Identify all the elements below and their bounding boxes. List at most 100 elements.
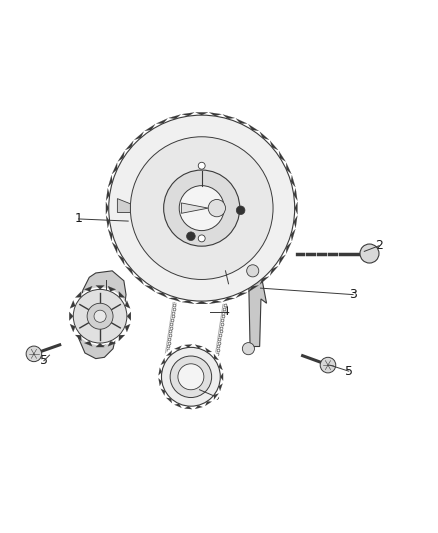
Polygon shape (75, 292, 81, 297)
Polygon shape (112, 242, 117, 254)
Circle shape (247, 265, 259, 277)
Text: 1: 1 (74, 213, 82, 225)
Polygon shape (184, 406, 192, 409)
Polygon shape (108, 341, 116, 346)
Polygon shape (78, 271, 126, 359)
Polygon shape (169, 115, 181, 119)
Polygon shape (270, 266, 278, 276)
Polygon shape (248, 124, 259, 131)
Circle shape (208, 199, 226, 217)
Circle shape (109, 115, 295, 301)
Polygon shape (125, 141, 134, 150)
Polygon shape (214, 354, 219, 360)
Polygon shape (174, 346, 181, 350)
Polygon shape (184, 344, 192, 348)
Polygon shape (156, 118, 168, 124)
Circle shape (236, 206, 245, 215)
Circle shape (98, 337, 106, 345)
Polygon shape (219, 362, 223, 370)
Polygon shape (270, 141, 278, 150)
Polygon shape (260, 277, 269, 285)
Polygon shape (70, 324, 75, 332)
Polygon shape (75, 335, 81, 341)
Circle shape (164, 170, 240, 246)
Polygon shape (96, 285, 104, 289)
Polygon shape (220, 373, 223, 381)
Polygon shape (159, 368, 162, 375)
Polygon shape (106, 188, 110, 200)
Text: 5: 5 (40, 354, 48, 367)
Polygon shape (294, 215, 297, 228)
Circle shape (179, 185, 224, 231)
Polygon shape (182, 112, 194, 116)
Circle shape (187, 232, 195, 240)
Polygon shape (294, 188, 297, 200)
Polygon shape (248, 285, 259, 292)
Polygon shape (125, 301, 130, 309)
Polygon shape (134, 277, 144, 285)
Polygon shape (166, 398, 172, 403)
Polygon shape (125, 324, 130, 332)
Polygon shape (108, 229, 113, 241)
Polygon shape (108, 286, 116, 292)
Polygon shape (236, 293, 247, 298)
Polygon shape (156, 293, 168, 298)
Polygon shape (181, 203, 208, 213)
Polygon shape (134, 132, 144, 140)
Text: 4: 4 (222, 305, 230, 318)
Polygon shape (214, 393, 219, 400)
Polygon shape (145, 285, 155, 292)
Text: 6: 6 (211, 390, 219, 403)
Circle shape (198, 162, 205, 169)
Polygon shape (205, 401, 212, 406)
Circle shape (103, 110, 300, 306)
Polygon shape (96, 343, 104, 347)
Polygon shape (106, 215, 110, 228)
Polygon shape (84, 286, 92, 292)
Polygon shape (291, 229, 295, 241)
Polygon shape (236, 118, 247, 124)
Text: 3: 3 (349, 288, 357, 301)
Circle shape (198, 235, 205, 242)
Circle shape (242, 343, 254, 355)
Polygon shape (223, 297, 235, 302)
Polygon shape (244, 266, 267, 351)
Circle shape (162, 348, 220, 406)
Circle shape (87, 303, 113, 329)
Polygon shape (117, 199, 131, 213)
Text: 5: 5 (345, 365, 353, 378)
Circle shape (94, 310, 106, 322)
Circle shape (178, 364, 204, 390)
Polygon shape (145, 124, 155, 131)
Polygon shape (223, 115, 235, 119)
Polygon shape (69, 312, 73, 320)
Polygon shape (119, 292, 125, 297)
Polygon shape (209, 300, 222, 304)
Polygon shape (195, 301, 208, 304)
Polygon shape (279, 255, 286, 265)
Polygon shape (119, 335, 125, 341)
Polygon shape (70, 301, 75, 309)
Text: 7: 7 (102, 274, 110, 287)
Polygon shape (127, 312, 131, 320)
Polygon shape (195, 405, 202, 409)
Polygon shape (108, 175, 113, 187)
Circle shape (170, 356, 212, 398)
Text: 2: 2 (375, 239, 383, 252)
Polygon shape (182, 300, 194, 304)
Polygon shape (286, 163, 291, 174)
Circle shape (71, 287, 129, 345)
Polygon shape (291, 175, 295, 187)
Polygon shape (125, 266, 134, 276)
Circle shape (26, 346, 42, 361)
Polygon shape (159, 378, 162, 386)
Polygon shape (219, 384, 223, 391)
Polygon shape (118, 151, 124, 161)
Polygon shape (286, 242, 291, 254)
Polygon shape (260, 132, 269, 140)
Polygon shape (169, 297, 181, 302)
Polygon shape (279, 151, 286, 161)
Polygon shape (161, 358, 165, 365)
Polygon shape (161, 389, 165, 395)
Polygon shape (195, 112, 208, 115)
